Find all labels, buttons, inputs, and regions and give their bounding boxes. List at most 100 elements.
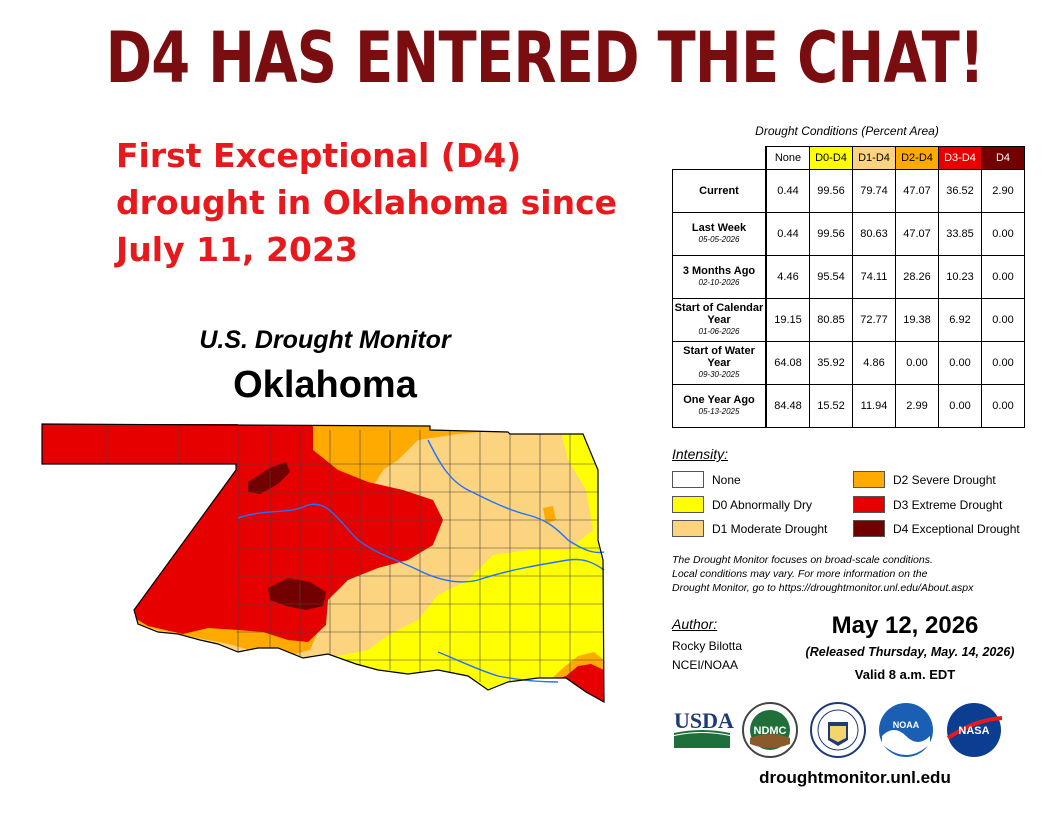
- table-cell: 0.00: [938, 384, 982, 428]
- table-row: 3 Months Ago 02-10-2026 4.46 95.54 74.11 28.2…: [672, 255, 1025, 299]
- headline: First Exceptional (D4) drought in Oklaho…: [116, 132, 636, 273]
- row-label-text: 3 Months Ago: [682, 265, 756, 277]
- legend-swatch: [853, 496, 885, 513]
- row-label-text: Last Week: [691, 222, 747, 234]
- headline-line: drought in Oklahoma since: [116, 183, 618, 222]
- author-org: NCEI/NOAA: [672, 658, 739, 672]
- table-row: Current 0.44 99.56 79.74 47.07 36.52 2.90: [672, 169, 1025, 213]
- table-body: Current 0.44 99.56 79.74 47.07 36.52 2.90 Last …: [672, 169, 1025, 428]
- table-cell: 19.15: [765, 298, 810, 342]
- row-label: Start of Water Year 09-30-2025: [672, 341, 767, 385]
- col-header-d1-d4: D1-D4: [852, 146, 896, 170]
- table-cell: 36.52: [938, 169, 982, 213]
- svg-text:USDA: USDA: [674, 708, 734, 733]
- table-caption: Drought Conditions (Percent Area): [755, 124, 939, 138]
- table-cell: 79.74: [852, 169, 896, 213]
- legend-swatch: [853, 471, 885, 488]
- headline-line: July 11, 2023: [116, 230, 358, 269]
- row-label: 3 Months Ago 02-10-2026: [672, 255, 767, 299]
- svg-text:NASA: NASA: [958, 725, 989, 737]
- table-cell: 99.56: [809, 169, 853, 213]
- table-cell: 80.85: [809, 298, 853, 342]
- table-cell: 0.44: [765, 212, 810, 256]
- table-corner: [672, 146, 767, 170]
- table-cell: 64.08: [765, 341, 810, 385]
- partner-logos: USDA NDMC NOAA NASA: [673, 702, 1003, 758]
- legend-label: D1 Moderate Drought: [712, 521, 828, 536]
- svg-text:NOAA: NOAA: [893, 720, 920, 730]
- table-cell: 0.44: [765, 169, 810, 213]
- table-cell: 35.92: [809, 341, 853, 385]
- d4-region-south: [268, 578, 326, 610]
- table-cell: 28.26: [895, 255, 939, 299]
- noaa-logo: NOAA: [879, 703, 933, 757]
- table-cell: 47.07: [895, 212, 939, 256]
- legend-swatch: [672, 496, 704, 513]
- col-header-d0-d4: D0-D4: [809, 146, 853, 170]
- map-state-name: Oklahoma: [233, 364, 417, 406]
- legend-label: D2 Severe Drought: [893, 472, 996, 487]
- row-label: Current: [672, 169, 767, 213]
- table-cell: 95.54: [809, 255, 853, 299]
- table-cell: 0.00: [981, 298, 1025, 342]
- legend-item-d4: D4 Exceptional Drought: [853, 520, 1020, 537]
- disclaimer-note: The Drought Monitor focuses on broad-sca…: [672, 553, 1042, 595]
- drought-conditions-table: None D0-D4 D1-D4 D2-D4 D3-D4 D4 Current 0…: [672, 146, 1025, 428]
- row-label-text: Current: [699, 185, 739, 197]
- legend-item-d2: D2 Severe Drought: [853, 471, 996, 488]
- col-header-d2-d4: D2-D4: [895, 146, 939, 170]
- legend-label: D3 Extreme Drought: [893, 497, 1003, 512]
- legend-swatch: [672, 471, 704, 488]
- note-line: Drought Monitor, go to https://droughtmo…: [672, 582, 974, 594]
- legend-item-none: None: [672, 471, 741, 488]
- usda-logo: USDA: [673, 708, 734, 748]
- table-cell: 19.38: [895, 298, 939, 342]
- table-row: Last Week 05-05-2026 0.44 99.56 80.63 47.07 33…: [672, 212, 1025, 256]
- svg-text:NDMC: NDMC: [754, 725, 787, 737]
- col-header-none: None: [765, 146, 810, 170]
- table-cell: 2.90: [981, 169, 1025, 213]
- table-cell: 74.11: [852, 255, 896, 299]
- table-cell: 80.63: [852, 212, 896, 256]
- d2-region-southeast: [548, 652, 604, 682]
- rivers: [237, 439, 605, 683]
- row-date: 05-05-2026: [698, 235, 740, 244]
- commerce-seal-logo: [810, 702, 866, 758]
- row-label-text: Start of Water Year: [683, 345, 755, 369]
- table-cell: 0.00: [938, 341, 982, 385]
- nasa-logo: NASA: [946, 703, 1003, 757]
- table-row: Start of Calendar Year 01-06-2026 19.15 80.…: [672, 298, 1025, 342]
- row-label: Start of Calendar Year 01-06-2026: [672, 298, 767, 342]
- table-cell: 0.00: [981, 341, 1025, 385]
- row-label-text: One Year Ago: [683, 394, 755, 406]
- note-line: Local conditions may vary. For more info…: [672, 568, 928, 580]
- table-cell: 0.00: [981, 255, 1025, 299]
- website-url: droughtmonitor.unl.edu: [759, 768, 951, 787]
- legend-item-d0: D0 Abnormally Dry: [672, 496, 812, 513]
- legend-item-d3: D3 Extreme Drought: [853, 496, 1002, 513]
- row-label: One Year Ago 05-13-2025: [672, 384, 767, 428]
- table-cell: 47.07: [895, 169, 939, 213]
- author-label: Author:: [672, 616, 718, 632]
- table-cell: 84.48: [765, 384, 810, 428]
- table-cell: 0.00: [981, 384, 1025, 428]
- county-grid: [105, 424, 604, 686]
- legend-label: None: [712, 472, 741, 487]
- legend-item-d1: D1 Moderate Drought: [672, 520, 827, 537]
- ndmc-logo: NDMC: [742, 702, 798, 758]
- release-date: (Released Thursday, May. 14, 2026): [805, 645, 1015, 659]
- banner-title: D4 HAS ENTERED THE CHAT!: [105, 17, 985, 99]
- table-cell: 10.23: [938, 255, 982, 299]
- table-row: Start of Water Year 09-30-2025 64.08 35.92 4…: [672, 341, 1025, 385]
- legend-swatch: [672, 520, 704, 537]
- legend-label: D4 Exceptional Drought: [893, 521, 1020, 536]
- note-line: The Drought Monitor focuses on broad-sca…: [672, 554, 933, 566]
- legend-swatch: [853, 520, 885, 537]
- row-date: 05-13-2025: [698, 407, 740, 416]
- valid-time: Valid 8 a.m. EDT: [854, 667, 956, 682]
- author-info: Rocky Bilotta NCEI/NOAA: [672, 637, 742, 675]
- headline-line: First Exceptional (D4): [116, 136, 522, 175]
- table-cell: 0.00: [981, 212, 1025, 256]
- table-cell: 99.56: [809, 212, 853, 256]
- row-label: Last Week 05-05-2026: [672, 212, 767, 256]
